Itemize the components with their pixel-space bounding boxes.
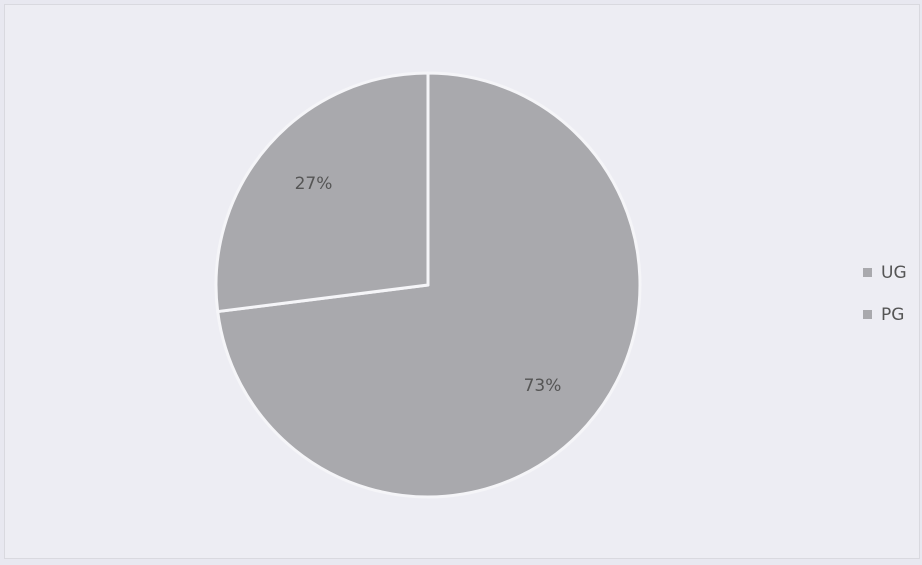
pie-label-pg: 27% (295, 174, 333, 194)
pie-slice-pg (214, 71, 430, 314)
legend-item-ug: UG (863, 259, 907, 286)
pie-label-ug: 73% (524, 376, 562, 396)
chart-area: 73% 27% UG PG (4, 4, 920, 559)
pie-slices (214, 71, 642, 499)
legend-label-pg: PG (881, 304, 905, 325)
legend-label-ug: UG (881, 262, 907, 283)
legend: UG PG (863, 259, 907, 343)
legend-swatch-ug (863, 268, 872, 277)
pie-labels: 73% 27% (295, 174, 562, 396)
legend-item-pg: PG (863, 301, 907, 328)
legend-swatch-pg (863, 310, 872, 319)
pie-chart: 73% 27% (214, 71, 642, 499)
